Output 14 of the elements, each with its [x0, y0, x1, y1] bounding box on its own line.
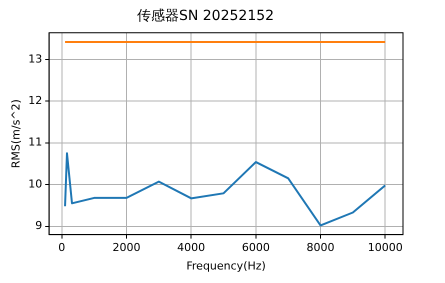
x-axis-title: Frequency(Hz) [186, 259, 266, 272]
y-tick-label: 11 [28, 136, 42, 149]
y-tick-label: 12 [28, 94, 42, 108]
y-tick-label: 9 [35, 219, 42, 232]
x-tick-label: 8000 [306, 241, 335, 254]
y-tick-label: 10 [28, 177, 42, 190]
y-axis-title: RMS(m/s^2) [9, 99, 22, 168]
x-tick-label: 10000 [368, 241, 403, 254]
x-tick-label: 4000 [177, 241, 206, 254]
x-tick-label: 0 [58, 241, 66, 254]
x-tick-label: 6000 [242, 241, 270, 254]
x-tick-label: 2000 [112, 241, 140, 254]
chart-title: 传感器SN 20252152 [136, 8, 274, 24]
y-tick-label: 13 [28, 52, 42, 66]
